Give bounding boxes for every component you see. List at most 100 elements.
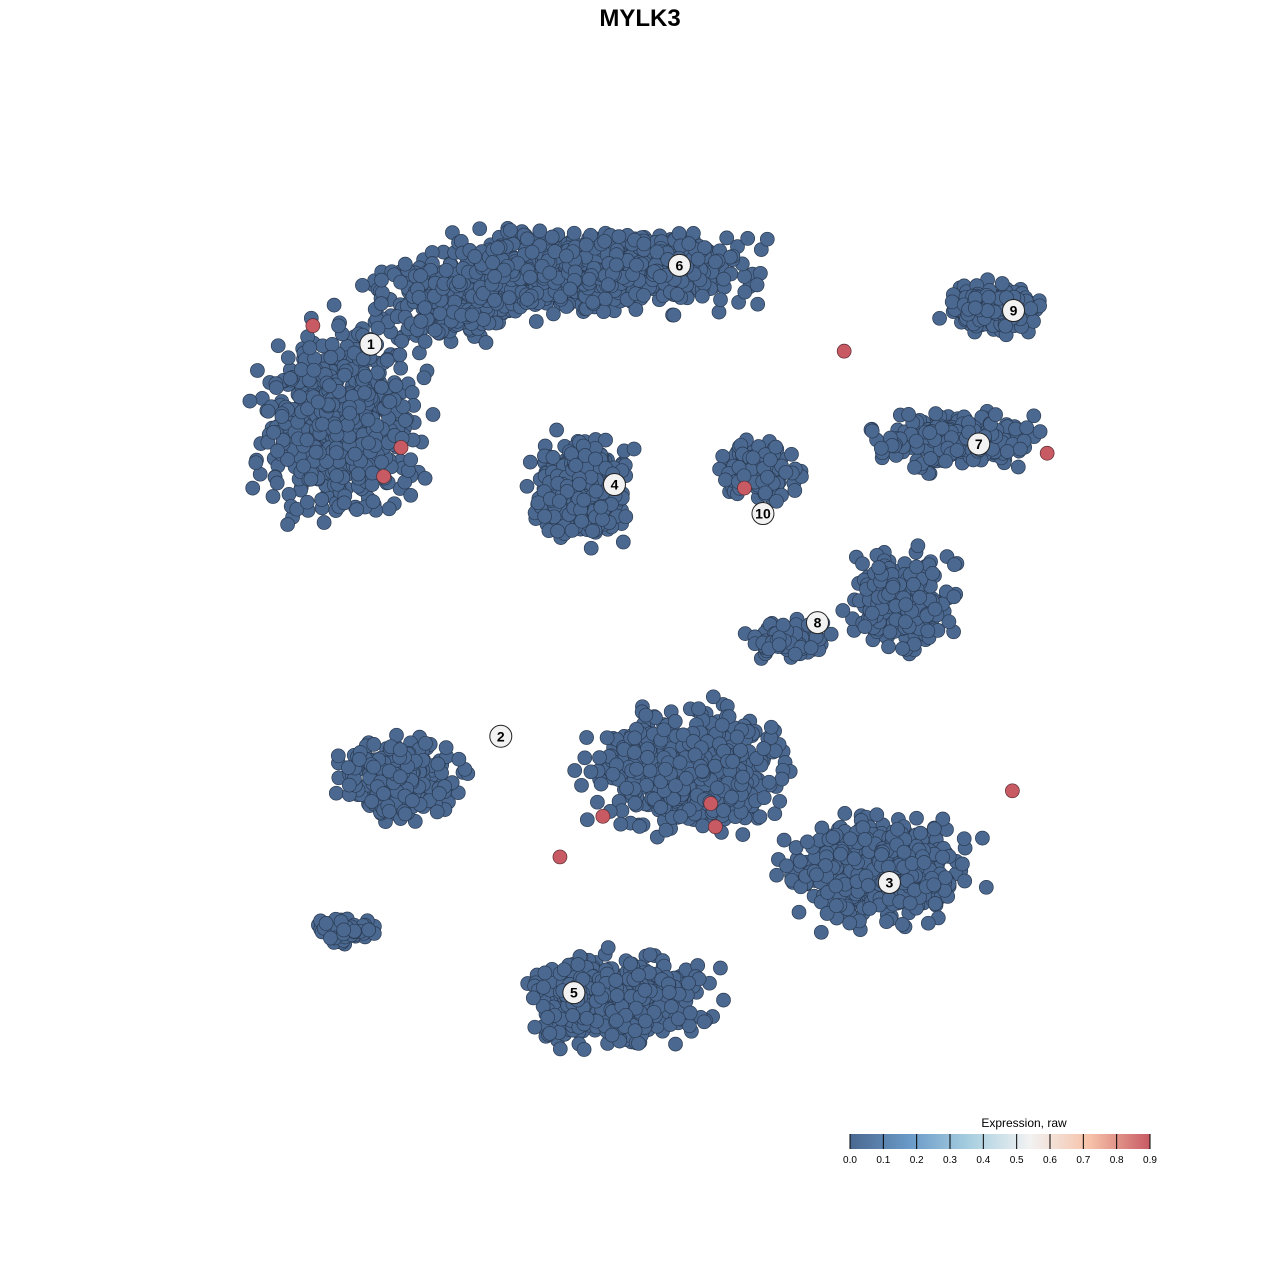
cell-point: [366, 759, 381, 775]
cell-point: [957, 873, 973, 889]
cell-point: [361, 435, 376, 451]
cell-point: [1012, 441, 1028, 457]
cell-point: [715, 448, 731, 464]
cell-point: [803, 640, 819, 656]
cell-point: [967, 300, 983, 316]
cell-point: [994, 276, 1010, 291]
cell-point: [242, 393, 258, 409]
cell-point: [672, 755, 688, 770]
cell-point: [585, 294, 601, 310]
cell-point: [302, 340, 318, 356]
cell-point: [846, 851, 862, 867]
cell-point: [326, 297, 342, 313]
cell-point: [907, 460, 922, 475]
cell-point: [809, 867, 824, 883]
cell-point: [341, 777, 357, 793]
cell-point: [280, 350, 296, 366]
cell-point: [691, 701, 706, 717]
cell-point: [999, 444, 1015, 459]
cell-point: [571, 476, 587, 492]
cell-point: [981, 289, 997, 305]
cell-point: [757, 485, 773, 501]
cell-point: [392, 769, 408, 785]
cell-point: [890, 821, 905, 837]
cell-point: [658, 761, 673, 777]
cell-point: [308, 444, 324, 460]
cell-point: [315, 416, 330, 432]
cell-point: [581, 271, 597, 287]
cell-point: [392, 742, 408, 758]
cell-point: [266, 424, 281, 440]
cell-point: [451, 751, 467, 767]
cell-point: [392, 347, 408, 363]
cell-point: [864, 423, 880, 439]
cell-point: [909, 810, 924, 826]
cell-point: [713, 960, 728, 976]
cell-point: [537, 508, 553, 524]
cell-point: [376, 786, 391, 801]
cell-point: [902, 895, 918, 911]
cell-point: [975, 830, 990, 846]
cell-point: [763, 719, 779, 735]
cell-point: [250, 363, 265, 378]
cell-point: [438, 740, 454, 755]
cell-point: [714, 717, 730, 733]
cell-point: [860, 878, 876, 893]
cell-point: [566, 225, 582, 241]
cell-point: [544, 229, 560, 245]
cell-point: [695, 818, 711, 834]
cell-point: [640, 750, 655, 765]
cell-point: [270, 443, 285, 459]
cell-point: [946, 589, 962, 605]
cell-point: [1019, 420, 1035, 436]
cell-point: [360, 412, 376, 428]
cell-point: [778, 464, 794, 480]
cell-point: [694, 763, 710, 779]
cell-point: [404, 793, 420, 808]
cell-point: [413, 313, 429, 329]
cell-point: [351, 752, 367, 767]
cell-point: [882, 624, 898, 640]
cell-point: [938, 453, 953, 469]
cell-point: [895, 917, 910, 932]
cell-point: [269, 475, 285, 491]
cell-point: [430, 756, 446, 772]
cell-point: [813, 924, 829, 940]
cell-point: [669, 286, 685, 302]
cell-point: [329, 468, 345, 484]
cell-point: [373, 296, 389, 311]
cell-point: [949, 442, 965, 458]
cell-point: [568, 458, 584, 473]
cell-point: [588, 451, 603, 467]
cell-point: [583, 540, 599, 556]
cell-point: [403, 487, 419, 503]
cell-point: [585, 523, 600, 539]
cell-point: [1010, 459, 1026, 475]
cell-point: [374, 272, 389, 288]
cell-point: [881, 639, 896, 655]
cell-point: [800, 834, 815, 850]
cell-point: [658, 822, 674, 838]
cell-point: [576, 492, 592, 508]
cell-point: [784, 446, 799, 462]
cell-point: [653, 800, 669, 815]
cell-point: [322, 378, 337, 394]
cell-point: [791, 904, 807, 920]
cell-point: [771, 637, 787, 653]
cell-point: [413, 268, 428, 283]
cell-point: [906, 577, 921, 592]
cell-point: [922, 425, 938, 440]
cell-point: [627, 795, 643, 811]
cell-point: [879, 914, 894, 930]
cell-point: [393, 360, 409, 376]
cell-point: [857, 619, 873, 635]
cell-point: [756, 790, 772, 806]
cell-point: [265, 489, 281, 504]
cell-point: [737, 269, 752, 284]
cell-point: [912, 590, 927, 605]
cell-point: [776, 832, 792, 848]
cell-point: [656, 722, 672, 738]
cell-point: [761, 774, 777, 790]
cell-point: [280, 517, 295, 532]
cell-point: [705, 689, 721, 705]
